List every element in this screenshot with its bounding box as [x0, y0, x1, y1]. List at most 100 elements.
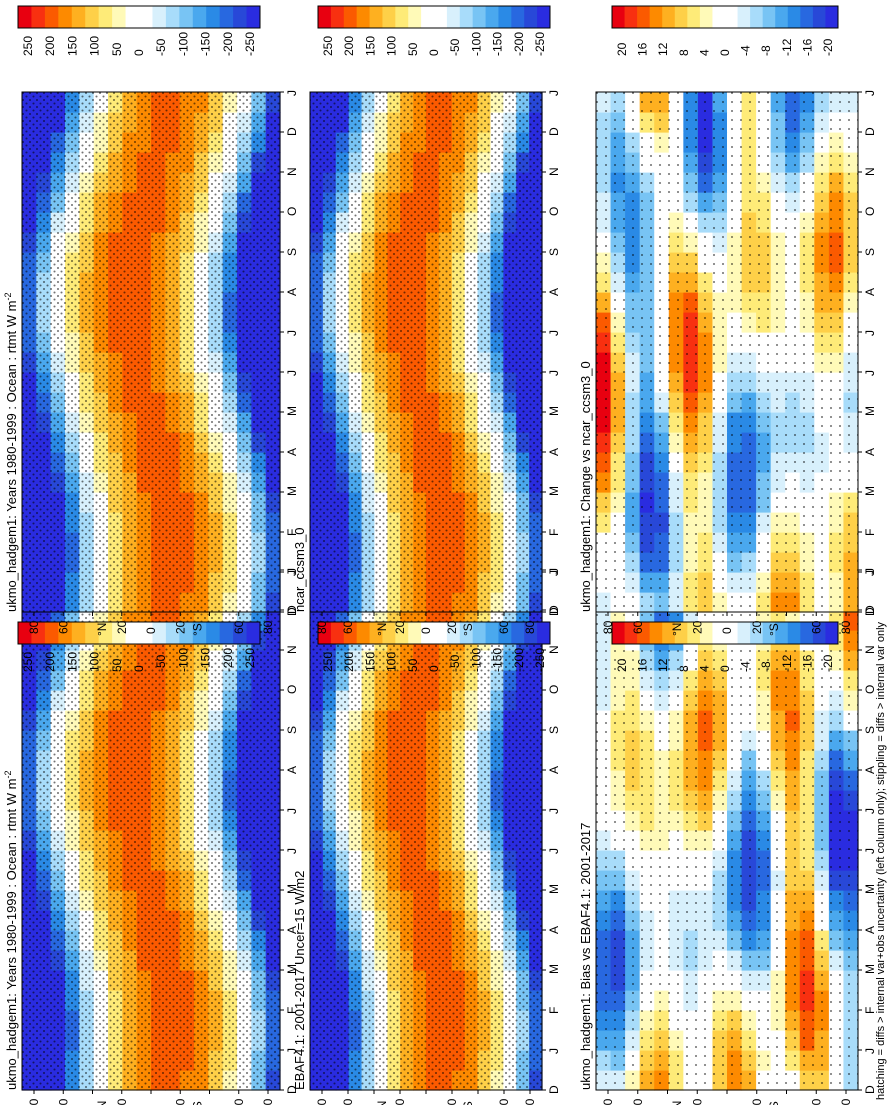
colorbar-swatch [775, 622, 789, 644]
colorbar-tick-label: 8 [677, 665, 691, 672]
month-tick-label: M [863, 486, 877, 496]
month-tick-label: N [547, 645, 561, 654]
month-tick-label: J [547, 370, 561, 376]
lat-tick-label: 0 [419, 627, 433, 634]
month-tick-label: M [285, 964, 299, 974]
hemisphere-label: °N [95, 623, 109, 636]
month-tick-label: J [285, 848, 299, 854]
month-tick-label: N [547, 167, 561, 176]
colorbar-tick-label: 250 [21, 652, 35, 672]
colorbar-swatch [206, 622, 221, 644]
colorbar-tick-label: -12 [780, 38, 794, 56]
colorbar-tick-label: -200 [221, 648, 235, 672]
lat-tick-label: 60 [56, 1098, 70, 1105]
colorbar-swatch [382, 622, 396, 644]
lat-tick-label: 20 [115, 620, 129, 634]
lat-tick-label: 20 [445, 1098, 459, 1105]
month-tick-label: O [547, 207, 561, 216]
colorbar-swatch [58, 622, 73, 644]
colorbar-swatch [179, 6, 194, 28]
colorbar-tick-label: -100 [176, 32, 190, 56]
colorbar-tick-label: -150 [491, 32, 505, 56]
month-tick-label: O [863, 207, 877, 216]
panel-title: ncar_ccsm3_0 [292, 527, 307, 612]
colorbar-swatch [787, 622, 801, 644]
lat-tick-label: 80 [601, 620, 615, 634]
colorbar-swatch [139, 622, 153, 644]
colorbar-swatch [206, 6, 221, 28]
lat-tick-label: 60 [341, 1098, 355, 1105]
colorbar-tick-label: -150 [491, 648, 505, 672]
colorbar-swatch [85, 622, 100, 644]
panels-layer: ukmo_hadgem1: Years 1980-1999 : Ocean : … [3, 5, 877, 1105]
colorbar: 20 16 12 8 4 0 -4 -8 -12 -16 -20 [611, 621, 839, 672]
colorbar-tick-label: -100 [469, 648, 483, 672]
colorbar-tick-label: -250 [243, 648, 257, 672]
colorbar-tick-label: -200 [512, 32, 526, 56]
month-tick-label: S [863, 248, 877, 256]
month-tick-label: F [285, 529, 299, 536]
colorbar-swatch [800, 6, 814, 28]
colorbar-tick-label: 4 [697, 49, 711, 56]
lat-tick-label: 20 [393, 1098, 407, 1105]
colorbar-tick-label: 150 [363, 652, 377, 672]
colorbar-swatch [369, 6, 383, 28]
month-tick-label: J [285, 568, 299, 574]
colorbar-swatch [649, 622, 663, 644]
month-tick-label: D [547, 1085, 561, 1094]
colorbar-swatch [612, 622, 626, 644]
colorbar-swatch [624, 622, 638, 644]
month-tick-label: A [863, 766, 877, 774]
month-tick-label: O [285, 207, 299, 216]
colorbar-swatch [246, 6, 261, 28]
colorbar-tick-label: 150 [65, 652, 79, 672]
month-tick-label: J [863, 808, 877, 814]
colorbar-tick-label: -150 [199, 648, 213, 672]
colorbar-tick-label: -50 [154, 38, 168, 56]
month-tick-label: D [863, 605, 877, 614]
colorbar-tick-label: 200 [342, 36, 356, 56]
colorbar-tick-label: 8 [677, 49, 691, 56]
colorbar-swatch [18, 6, 32, 28]
colorbar-swatch [762, 6, 776, 28]
lat-tick-label: 80 [839, 1098, 853, 1105]
lat-tick-label: 20 [173, 620, 187, 634]
colorbar-tick-label: 250 [321, 652, 335, 672]
panel-4: ukmo_hadgem1: Years 1980-1999 : Ocean : … [3, 5, 299, 636]
colorbar-swatch [382, 6, 396, 28]
colorbar-tick-label: -12 [780, 654, 794, 672]
colorbar-swatch [612, 6, 626, 28]
colorbar-swatch [179, 622, 194, 644]
colorbar-swatch [58, 6, 73, 28]
colorbar-tick-label: 16 [636, 42, 650, 56]
hemisphere-label: °N [670, 623, 684, 636]
month-tick-label: J [285, 330, 299, 336]
month-tick-label: M [863, 884, 877, 894]
month-tick-label: D [285, 127, 299, 136]
month-tick-label: M [547, 964, 561, 974]
lat-tick-label: 80 [261, 1098, 275, 1105]
month-tick-label: M [547, 406, 561, 416]
month-tick-label: O [863, 685, 877, 694]
colorbar-swatch [356, 6, 371, 28]
colorbar-tick-label: 150 [363, 36, 377, 56]
colorbar-swatch [725, 622, 739, 644]
stippling-overlay [596, 92, 858, 612]
colorbar-swatch [687, 622, 701, 644]
month-tick-label: F [863, 529, 877, 536]
colorbar-swatch [343, 6, 358, 28]
colorbar-swatch [112, 6, 127, 28]
lat-tick-label: 60 [232, 1098, 246, 1105]
colorbar-tick-label: -16 [800, 38, 814, 56]
panel-1: ukmo_hadgem1: Years 1980-1999 : Ocean : … [3, 568, 299, 1105]
colorbar-tick-label: 12 [656, 658, 670, 672]
colorbar-swatch [18, 622, 32, 644]
month-tick-label: F [547, 529, 561, 536]
month-tick-label: A [285, 926, 299, 934]
hemisphere-label: °S [461, 623, 475, 636]
colorbar-tick-label: -200 [512, 648, 526, 672]
stippling-overlay [22, 570, 280, 1090]
month-tick-label: J [863, 370, 877, 376]
stippling-overlay [22, 92, 280, 612]
